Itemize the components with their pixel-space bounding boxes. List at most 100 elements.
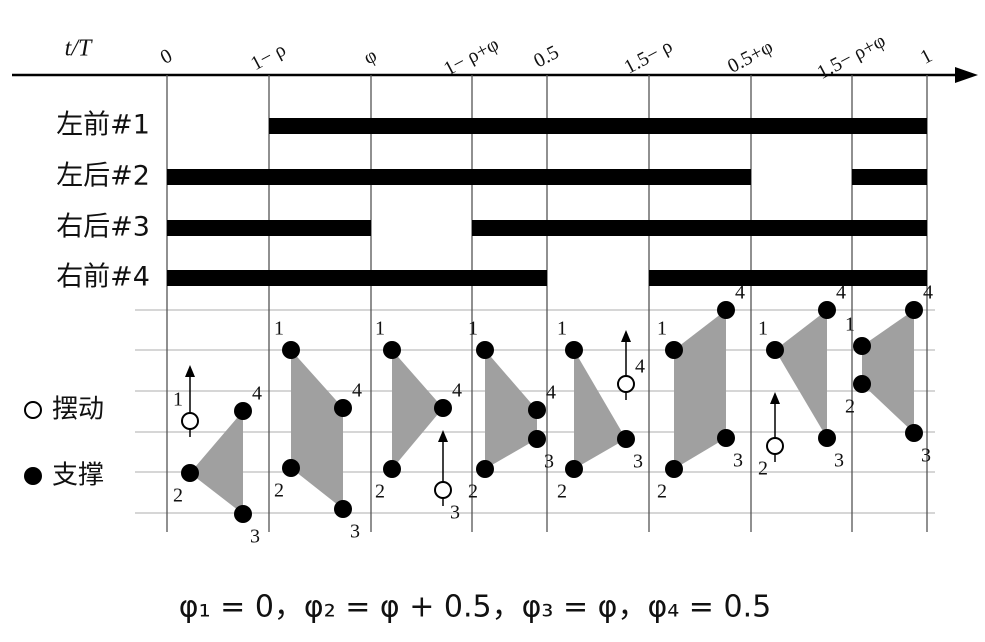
tick-label: 0.5	[530, 41, 562, 72]
foot-label: 2	[657, 481, 667, 503]
axis-label: t/T	[65, 36, 93, 62]
stance-foot	[565, 341, 583, 359]
tick-label: 0	[157, 45, 176, 69]
stance-foot	[617, 430, 635, 448]
stance-foot	[334, 399, 352, 417]
foot-label: 1	[274, 318, 284, 340]
support-polygon	[574, 350, 626, 469]
stance-bar	[167, 220, 371, 236]
support-polygon	[485, 350, 537, 469]
stance-bar	[649, 270, 927, 286]
stance-foot	[853, 337, 871, 355]
foot-label: 3	[250, 526, 260, 548]
stance-foot	[818, 301, 836, 319]
stance-foot	[665, 460, 683, 478]
stance-foot	[717, 429, 735, 447]
foot-label: 1	[758, 318, 768, 340]
stance-foot	[282, 341, 300, 359]
foot-label: 2	[274, 480, 284, 502]
stance-foot	[528, 401, 546, 419]
foot-label: 1	[657, 318, 667, 340]
tick-label: 1.5− ρ	[621, 35, 677, 78]
tick-label: 1	[917, 45, 936, 69]
stance-foot	[528, 430, 546, 448]
stance-foot	[234, 402, 252, 420]
tick-label: 0.5+φ	[724, 36, 777, 78]
swing-foot	[766, 437, 784, 455]
support-polygon	[392, 350, 443, 469]
row-label: 左前#1	[56, 110, 150, 141]
foot-label: 4	[735, 282, 745, 304]
support-polygon	[674, 310, 726, 469]
tick-label: 1− ρ	[247, 39, 289, 75]
foot-label: 3	[350, 521, 360, 543]
stance-foot	[181, 464, 199, 482]
foot-label: 3	[733, 450, 743, 472]
row-label: 右前#4	[56, 262, 150, 293]
foot-label: 2	[375, 481, 385, 503]
foot-label: 1	[557, 318, 567, 340]
foot-label: 4	[923, 282, 933, 304]
swing-foot	[434, 481, 452, 499]
foot-label: 2	[557, 481, 567, 503]
support-polygon	[190, 411, 243, 514]
foot-label: 2	[758, 458, 768, 480]
legend-swing: 摆动	[52, 395, 104, 425]
swing-arrowhead	[621, 330, 631, 342]
swing-arrowhead	[438, 430, 448, 442]
stance-foot	[665, 341, 683, 359]
axis-arrow	[955, 67, 978, 83]
foot-label: 1	[375, 318, 385, 340]
foot-label: 2	[845, 396, 855, 418]
support-polygon	[775, 310, 827, 438]
foot-label: 4	[352, 380, 362, 402]
foot-label: 2	[468, 481, 478, 503]
foot-label: 1	[173, 389, 183, 411]
foot-label: 3	[450, 502, 460, 524]
row-label: 右后#3	[56, 212, 150, 243]
row-label: 左后#2	[56, 161, 150, 192]
stance-bar	[167, 169, 751, 185]
support-polygon	[862, 310, 914, 433]
stance-foot	[766, 341, 784, 359]
foot-label: 1	[468, 318, 478, 340]
tick-label: φ	[360, 44, 381, 69]
swing-arrowhead	[770, 392, 780, 404]
swing-arrowhead	[185, 365, 195, 377]
foot-label: 3	[633, 451, 643, 473]
foot-label: 4	[452, 380, 462, 402]
foot-label: 4	[836, 282, 846, 304]
stance-foot	[818, 429, 836, 447]
stance-foot	[234, 505, 252, 523]
stance-bar	[852, 169, 927, 185]
stance-foot	[905, 301, 923, 319]
foot-label: 1	[845, 314, 855, 336]
foot-label: 3	[921, 445, 931, 467]
stance-foot	[905, 424, 923, 442]
swing-foot	[617, 375, 635, 393]
tick-label: 1− ρ+φ	[440, 33, 503, 80]
stance-foot	[565, 460, 583, 478]
foot-label: 4	[252, 383, 262, 405]
foot-label: 3	[544, 451, 554, 473]
foot-label: 4	[635, 356, 645, 378]
foot-label: 2	[173, 485, 183, 507]
swing-foot	[181, 412, 199, 430]
legend-stance-marker	[24, 467, 42, 485]
foot-label: 3	[834, 450, 844, 472]
legend-stance: 支撑	[52, 461, 104, 491]
stance-foot	[476, 341, 494, 359]
stance-bar	[167, 270, 547, 286]
stance-foot	[434, 399, 452, 417]
stance-foot	[282, 459, 300, 477]
stance-foot	[383, 460, 401, 478]
phase-formula: φ₁ = 0，φ₂ = φ + 0.5，φ₃ = φ，φ₄ = 0.5	[179, 590, 771, 625]
stance-foot	[853, 375, 871, 393]
stance-foot	[383, 341, 401, 359]
stance-bar	[269, 118, 927, 134]
stance-bar	[472, 220, 927, 236]
stance-foot	[334, 500, 352, 518]
legend-swing-marker	[24, 401, 42, 419]
support-polygon	[291, 350, 343, 509]
